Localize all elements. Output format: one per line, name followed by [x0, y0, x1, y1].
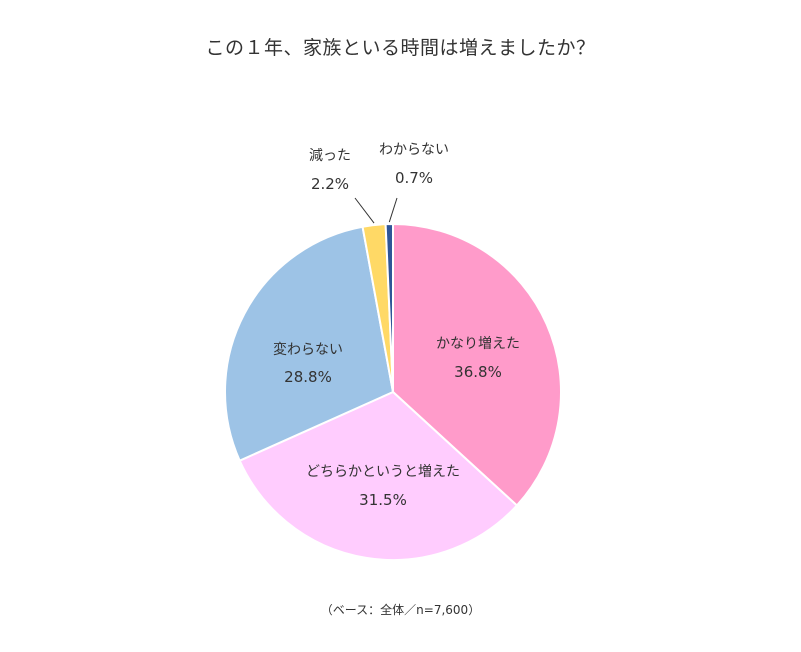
leader-line-hetta	[354, 197, 375, 224]
slice-label-hetta: 減った	[309, 147, 351, 164]
chart-title: この１年、家族といる時間は増えましたか？	[205, 37, 596, 59]
pie-slice-kanari	[392, 222, 562, 507]
slice-value-hetta: 2.2%	[311, 175, 349, 193]
slice-labels: かなり増えた 36.8% どちらかというと増えた 31.5% 変わらない 28.8% 減った…	[273, 142, 520, 509]
slice-value-dochiraka: 31.5%	[359, 491, 407, 509]
pie-slice-wakaranai	[384, 222, 394, 393]
slice-value-wakaranai: 0.7%	[395, 169, 433, 187]
leader-line-wakaranai	[388, 197, 398, 223]
leader-lines	[354, 197, 398, 224]
pie-slice-dochiraka	[238, 390, 519, 561]
slice-label-kawaranai: 変わらない	[273, 341, 343, 358]
pie-slices	[224, 222, 562, 561]
slice-value-kanari: 36.8%	[454, 363, 502, 381]
slice-label-kanari: かなり増えた	[436, 336, 520, 352]
slice-value-kawaranai: 28.8%	[284, 368, 332, 386]
slice-label-wakaranai: わからない	[379, 142, 449, 158]
pie-slice-kawaranai	[224, 225, 395, 462]
slice-label-dochiraka: どちらかというと増えた	[306, 464, 460, 480]
base-footnote: （ベース：全体／n=7,600）	[320, 603, 481, 617]
